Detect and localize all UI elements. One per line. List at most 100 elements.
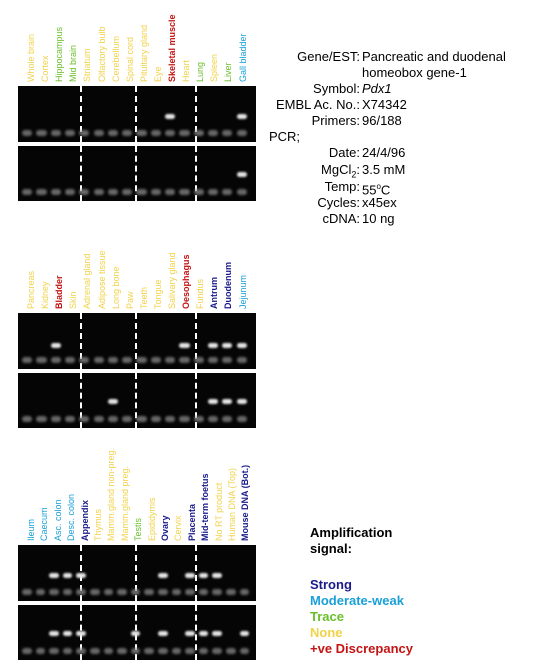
gel-panel1-top	[18, 86, 256, 142]
lane-separator	[195, 146, 197, 201]
primer-dimer-band	[158, 648, 168, 654]
primer-dimer-band	[93, 357, 104, 363]
pcr-band	[207, 343, 219, 348]
primer-dimer-band	[150, 357, 161, 363]
primer-dimer-band	[158, 589, 168, 595]
embl-value: X74342	[362, 97, 407, 112]
primer-dimer-band	[198, 589, 209, 595]
primer-dimer-band	[193, 189, 204, 195]
amplification-legend: Amplification signal: Strong Moderate-we…	[310, 525, 413, 657]
primer-dimer-band	[236, 130, 247, 136]
primer-dimer-band	[122, 189, 133, 195]
gene-value-line2: homeobox gene-1	[362, 65, 467, 80]
legend-none: None	[310, 625, 343, 640]
primer-dimer-band	[136, 416, 147, 422]
tissue-label: Caecum	[39, 507, 50, 541]
legend-moderate: Moderate-weak	[310, 593, 404, 608]
primer-dimer-band	[144, 648, 154, 654]
primer-dimer-band	[171, 648, 182, 654]
tissue-label: Spinal cord	[124, 36, 135, 82]
cycles-key: Cycles:	[317, 195, 360, 210]
tissue-label: Spleen	[209, 53, 220, 82]
primer-dimer-band	[212, 648, 222, 654]
primer-dimer-band	[150, 189, 161, 195]
tissue-label: Ovary	[160, 515, 170, 541]
pcr-band	[236, 114, 247, 119]
primer-dimer-band	[107, 130, 119, 136]
lane-separator	[80, 313, 82, 369]
gel-panel2-top	[18, 313, 256, 369]
tissue-label: Lung	[195, 61, 206, 82]
primer-dimer-band	[130, 589, 141, 595]
tissue-label: Jejunum	[237, 274, 248, 309]
primer-dimer-band	[22, 357, 33, 363]
primer-dimer-band	[107, 357, 119, 363]
mgcl-value: 3.5 mM	[362, 162, 406, 177]
primer-dimer-band	[150, 416, 161, 422]
primer-dimer-band	[103, 648, 114, 654]
primer-dimer-band	[179, 416, 190, 422]
legend-title-line2: signal:	[310, 541, 352, 556]
primer-dimer-band	[36, 130, 47, 136]
temp-key: Temp:	[324, 179, 360, 194]
pcr-key: PCR;	[268, 129, 300, 144]
primer-dimer-band	[239, 589, 250, 595]
primer-dimer-band	[171, 589, 182, 595]
tissue-label: Duodenum	[223, 262, 234, 309]
lane-separator	[135, 86, 137, 142]
pcr-band	[130, 631, 141, 636]
lane-separator	[80, 146, 82, 201]
primer-dimer-band	[79, 130, 90, 136]
tissue-label: Pituitary gland	[138, 24, 149, 82]
primer-dimer-band	[193, 416, 204, 422]
tissue-label: No RT product	[213, 482, 224, 541]
tissue-label: Teeth	[138, 286, 149, 309]
tissue-label: Desc. colon	[66, 493, 77, 541]
tissue-label: Appendix	[79, 499, 90, 541]
tissue-label: Liver	[223, 62, 234, 82]
primer-dimer-band	[64, 130, 76, 136]
pcr-band	[76, 573, 86, 578]
lane-separator	[80, 86, 82, 142]
primer-dimer-band	[236, 189, 247, 195]
primer-dimer-band	[64, 357, 76, 363]
primer-dimer-band	[193, 357, 204, 363]
gel-panel1-bottom	[18, 146, 256, 201]
primer-dimer-band	[64, 189, 76, 195]
mgcl-key: MgCl2:	[321, 162, 360, 180]
legend-discrepancy: +ve Discrepancy	[310, 641, 413, 656]
date-value: 24/4/96	[362, 145, 406, 160]
primer-dimer-band	[236, 357, 247, 363]
primer-dimer-band	[117, 589, 127, 595]
experiment-info: Gene/EST: Pancreatic and duodenal homeob…	[269, 49, 540, 229]
tissue-label: Striatum	[82, 48, 93, 82]
primer-dimer-band	[36, 189, 47, 195]
tissue-label: Cervix	[173, 515, 184, 541]
tissue-label: Mamm.gland preg.	[119, 465, 130, 541]
primer-dimer-band	[165, 357, 176, 363]
primer-dimer-band	[79, 416, 90, 422]
pcr-band	[198, 573, 209, 578]
primer-dimer-band	[198, 648, 209, 654]
pcr-band	[236, 343, 247, 348]
primer-dimer-band	[207, 357, 219, 363]
tissue-label: Cerebellum	[110, 35, 121, 82]
tissue-label: Long bone	[110, 266, 121, 309]
tissue-label: Olfactory bulb	[96, 26, 107, 82]
tissue-label: Skin	[68, 291, 79, 309]
pcr-band	[158, 573, 168, 578]
primer-dimer-band	[212, 589, 222, 595]
pcr-band	[239, 631, 250, 636]
pcr-band	[222, 343, 233, 348]
pcr-band	[62, 631, 73, 636]
lane-separator	[135, 373, 137, 428]
pcr-band	[76, 631, 86, 636]
primer-dimer-band	[36, 416, 47, 422]
primer-dimer-band	[150, 130, 161, 136]
primer-dimer-band	[222, 416, 233, 422]
tissue-label: Bladder	[54, 275, 65, 309]
embl-key: EMBL Ac. No.:	[275, 97, 360, 112]
tissue-label: Mid-term foetus	[200, 473, 211, 542]
pcr-band	[179, 343, 190, 348]
tissue-label: Thymus	[93, 508, 103, 541]
